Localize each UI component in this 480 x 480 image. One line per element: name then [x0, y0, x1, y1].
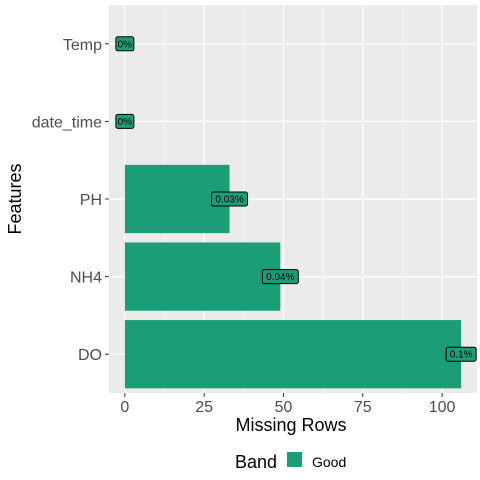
- y-tick-label-ph: PH: [80, 192, 102, 209]
- legend-key-good: [287, 452, 302, 467]
- data-label-temp: 0%: [115, 36, 135, 52]
- y-tick-label-nh4: NH4: [70, 270, 102, 287]
- data-label-do: 0.1%: [445, 346, 477, 362]
- data-label-text: 0%: [118, 117, 133, 128]
- data-label-box: [115, 113, 135, 129]
- x-tick-label: 75: [354, 399, 372, 416]
- x-tick-label: 0: [120, 399, 129, 416]
- data-label-text: 0.1%: [450, 350, 473, 361]
- x-tick-label: 100: [429, 399, 456, 416]
- bar-nh4: [124, 242, 281, 311]
- x-tick-label: 50: [275, 399, 293, 416]
- data-label-text: 0.04%: [266, 272, 294, 283]
- data-label-text: 0%: [118, 39, 133, 50]
- y-axis-title: Features: [5, 163, 25, 234]
- data-label-box: [115, 36, 135, 52]
- data-label-ph: 0.03%: [211, 191, 249, 207]
- bars: [124, 164, 462, 389]
- data-labels: 0% 0% 0.03% 0.04% 0.1%: [115, 36, 477, 362]
- data-label-box: [445, 346, 477, 362]
- y-tick-label-temp: Temp: [63, 37, 102, 54]
- y-tick-label-date-time: date_time: [32, 114, 102, 131]
- bar-do: [124, 320, 462, 389]
- legend: Band Good: [235, 452, 346, 472]
- data-label-nh4: 0.04%: [261, 269, 299, 285]
- x-axis-title: Missing Rows: [235, 415, 346, 435]
- legend-label-good: Good: [312, 454, 346, 470]
- data-label-box: [211, 191, 249, 207]
- data-label-text: 0.03%: [215, 195, 243, 206]
- data-label-box: [261, 269, 299, 285]
- y-tick-label-do: DO: [78, 347, 102, 364]
- data-label-date-time: 0%: [115, 113, 135, 129]
- x-tick-label: 25: [195, 399, 213, 416]
- y-axis: Temp date_time PH NH4 DO: [32, 37, 109, 364]
- x-axis: 0 25 50 75 100: [120, 393, 456, 416]
- legend-title: Band: [235, 452, 277, 472]
